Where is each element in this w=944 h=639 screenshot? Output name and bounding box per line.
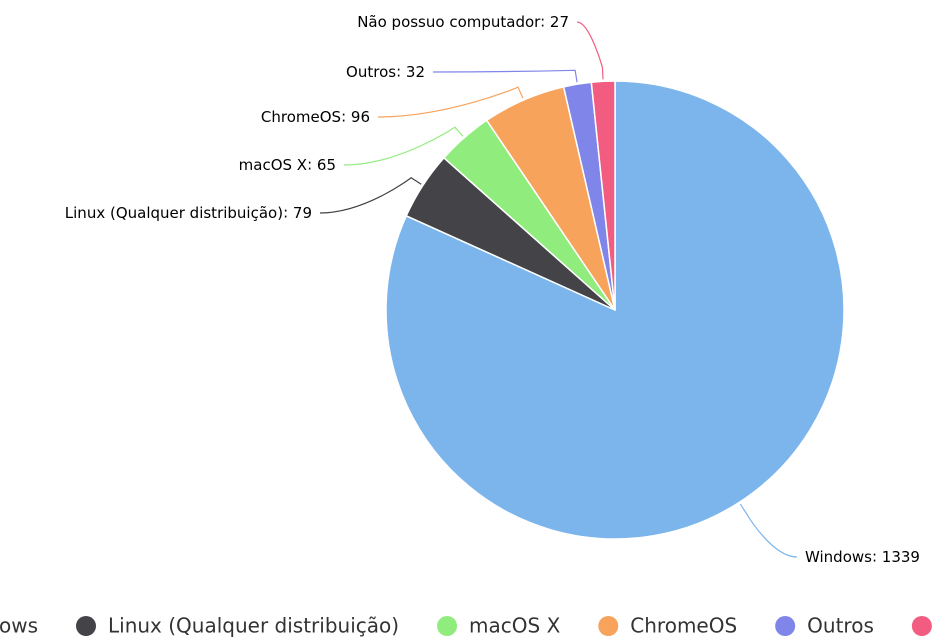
legend-item: Linux (Qualquer distribuição) [76, 614, 399, 638]
legend-symbol [775, 616, 796, 636]
connector [343, 126, 464, 166]
legend-symbol [437, 616, 458, 636]
connector [576, 21, 604, 80]
legend-label: Linux (Qualquer distribuição) [108, 614, 399, 638]
pie-slice [590, 80, 616, 311]
connector [739, 503, 798, 558]
data-label-value: 96 [351, 108, 370, 126]
data-label-name: Outros [346, 63, 396, 81]
legend-label: Windows [0, 614, 38, 638]
legend-symbol [911, 616, 932, 636]
data-label: ChromeOS: 96 [261, 108, 370, 126]
data-label-value: 32 [406, 63, 425, 81]
legend-label: macOS X [469, 614, 561, 638]
connector [319, 177, 422, 214]
data-label: Linux (Qualquer distribuição): 79 [65, 204, 312, 222]
legend-symbol [76, 616, 96, 636]
data-label-value: 79 [293, 204, 312, 222]
data-label-name: macOS X [239, 156, 307, 174]
legend-item: Não possuo computador [911, 614, 944, 638]
data-label: Windows: 1339 [805, 548, 920, 566]
data-label: Outros: 32 [346, 63, 425, 81]
data-label-name: Windows [805, 548, 872, 566]
pie-slice [385, 80, 845, 540]
data-label-name: ChromeOS [261, 108, 341, 126]
data-label: Não possuo computador: 27 [357, 13, 569, 31]
legend-item: ChromeOS [598, 614, 737, 638]
connector [432, 69, 578, 83]
data-label-value: 1339 [882, 548, 920, 566]
data-label-value: 27 [550, 13, 569, 31]
legend-item: macOS X [437, 614, 561, 638]
legend-label: ChromeOS [630, 614, 737, 638]
legend-label: Outros [807, 614, 874, 638]
legend-symbol [598, 616, 619, 636]
legend-item: Outros [775, 614, 874, 638]
legend-item: Windows [0, 614, 38, 638]
connector [377, 86, 524, 118]
data-label-value: 65 [317, 156, 336, 174]
data-label-name: Não possuo computador [357, 13, 541, 31]
data-label: macOS X: 65 [239, 156, 336, 174]
data-label-name: Linux (Qualquer distribuição) [65, 204, 283, 222]
